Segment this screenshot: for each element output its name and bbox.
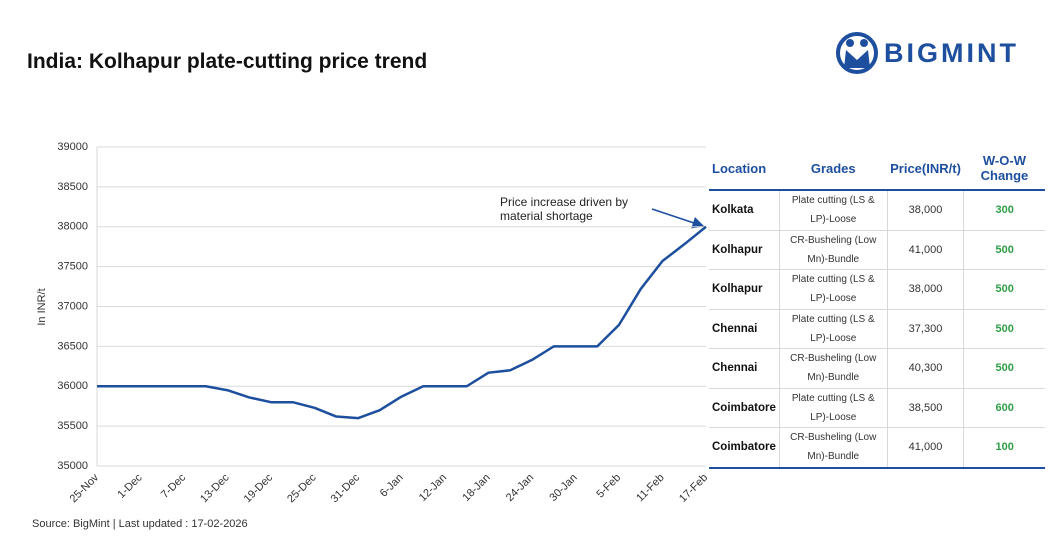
table-cell: 41,000 — [886, 230, 964, 270]
table-header: W-O-W Change — [963, 147, 1045, 191]
x-tick-label: 1-Dec — [115, 471, 145, 501]
table-row: Kolkata Plate cutting (LS & LP)-Loose 38,0… — [709, 190, 1045, 231]
x-tick-label: 25-Nov — [68, 471, 102, 505]
table-cell: CR-Busheling (Low Mn)-Bundle — [778, 230, 888, 270]
y-tick-label: 38500 — [57, 181, 88, 193]
y-tick-label: 36500 — [57, 340, 88, 352]
table-cell: Plate cutting (LS & LP)-Loose — [778, 190, 888, 231]
table-row: Coimbatore CR-Busheling (Low Mn)-Bundle 41… — [709, 427, 1045, 469]
price-table: Location Grades Price(INR/t) W-O-W Change Ko… — [709, 147, 1045, 469]
table-cell: 500 — [963, 269, 1045, 310]
logo-text: BIGMINT — [884, 38, 1019, 68]
x-tick-label: 31-Dec — [329, 471, 363, 505]
table-cell: 500 — [963, 230, 1045, 270]
table-cell: 500 — [963, 309, 1045, 349]
table-cell: 300 — [963, 190, 1045, 231]
y-tick-label: 36000 — [57, 380, 88, 392]
table-cell: Plate cutting (LS & LP)-Loose — [778, 309, 888, 349]
x-tick-label: 18-Jan — [460, 472, 492, 504]
source-note: Source: BigMint | Last updated : 17-02-2… — [32, 518, 248, 530]
x-tick-label: 5-Feb — [594, 472, 623, 501]
x-tick-label: 25-Dec — [285, 471, 319, 505]
table-cell: Coimbatore — [709, 388, 780, 428]
table-row: Chennai CR-Busheling (Low Mn)-Bundle 40,30… — [709, 348, 1045, 389]
y-tick-label: 39000 — [57, 141, 88, 153]
y-tick-label: 37000 — [57, 300, 88, 312]
table-row: Coimbatore Plate cutting (LS & LP)-Loose 3… — [709, 388, 1045, 428]
table-cell: Kolkata — [709, 190, 780, 231]
x-tick-label: 17-Feb — [677, 472, 710, 505]
table-cell: Kolhapur — [709, 269, 780, 310]
annotation: Price increase driven by material shorta… — [500, 195, 629, 223]
table-cell: 38,500 — [886, 388, 964, 428]
y-tick-label: 37500 — [57, 261, 88, 273]
table-cell: 37,300 — [886, 309, 964, 349]
table-header: Location — [709, 147, 780, 191]
table-cell: 41,000 — [886, 427, 964, 469]
table-cell: 38,000 — [886, 190, 964, 231]
x-tick-label: 13-Dec — [198, 471, 232, 505]
chart-title: India: Kolhapur plate-cutting price tren… — [27, 50, 428, 73]
y-tick-label: 35500 — [57, 420, 88, 432]
table-cell: 38,000 — [886, 269, 964, 310]
x-tick-label: 6-Jan — [378, 472, 406, 500]
logo-icon — [836, 32, 878, 74]
table-cell: Coimbatore — [709, 427, 780, 469]
table-cell: 100 — [963, 427, 1045, 469]
table-cell: 600 — [963, 388, 1045, 428]
annotation-arrow — [651, 208, 705, 229]
table-cell: Kolhapur — [709, 230, 780, 270]
x-tick-label: 19-Dec — [242, 471, 276, 505]
x-tick-label: 11-Feb — [634, 472, 667, 505]
x-tick-label: 7-Dec — [159, 471, 189, 501]
table-cell: Plate cutting (LS & LP)-Loose — [778, 388, 888, 428]
table-cell: CR-Busheling (Low Mn)-Bundle — [778, 427, 888, 469]
table-row: Kolhapur CR-Busheling (Low Mn)-Bundle 41,0… — [709, 230, 1045, 270]
y-tick-label: 35000 — [57, 460, 88, 472]
table-header: Grades — [779, 147, 888, 191]
table-row: Kolhapur Plate cutting (LS & LP)-Loose 38,… — [709, 269, 1045, 310]
y-tick-label: 38000 — [57, 221, 88, 233]
table-cell: 40,300 — [886, 348, 964, 389]
table-cell: CR-Busheling (Low Mn)-Bundle — [778, 348, 888, 389]
x-tick-label: 12-Jan — [417, 472, 449, 504]
line-series — [97, 225, 707, 420]
x-tick-label: 30-Jan — [547, 472, 579, 504]
table-cell: Plate cutting (LS & LP)-Loose — [778, 269, 888, 310]
y-axis-label: In INR/t — [36, 288, 48, 325]
x-tick-label: 24-Jan — [504, 472, 536, 504]
table-row: Chennai Plate cutting (LS & LP)-Loose 37,3… — [709, 309, 1045, 349]
table-cell: 500 — [963, 348, 1045, 389]
table-header: Price(INR/t) — [887, 147, 964, 191]
table-cell: Chennai — [709, 309, 780, 349]
table-cell: Chennai — [709, 348, 780, 389]
